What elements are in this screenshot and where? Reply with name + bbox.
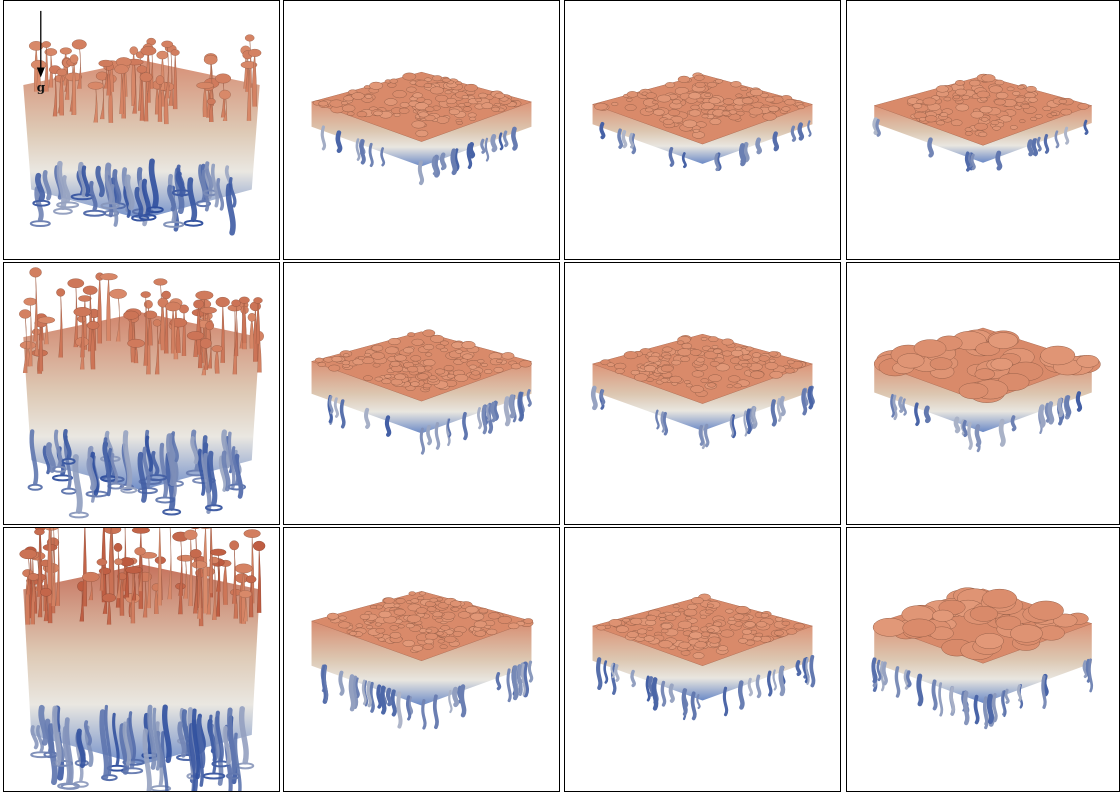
slab-side <box>311 621 532 706</box>
panel-r3-c3 <box>564 527 841 792</box>
panel-r2-c4-render <box>873 327 1101 453</box>
panel-r1-c3-render <box>591 72 814 172</box>
panel-r1-c4 <box>846 0 1120 260</box>
panel-r2-c2-render <box>310 329 533 455</box>
panel-r2-c3-render <box>590 333 815 450</box>
panel-r1-c2 <box>283 0 560 260</box>
panel-r3-c1 <box>3 527 280 792</box>
panel-r1-c4-render <box>872 73 1093 172</box>
gravity-label: g <box>37 80 46 94</box>
panel-r2-c1-render <box>19 267 264 519</box>
panel-r2-c2 <box>283 262 560 525</box>
slab-side <box>311 101 532 167</box>
slab-side <box>874 362 1092 433</box>
panel-r2-c4 <box>846 262 1120 525</box>
panel-r3-c4 <box>846 527 1120 792</box>
panel-r1-c2-render <box>310 71 533 186</box>
panel-r3-c1-render <box>19 528 266 791</box>
panel-r1-c3 <box>564 0 841 260</box>
panel-r3-c4-render <box>871 587 1094 730</box>
slab-side <box>592 104 813 164</box>
panel-r2-c1 <box>3 262 280 525</box>
panel-r3-c2 <box>283 527 560 792</box>
panel-r1-c1: g <box>3 0 280 260</box>
panel-r3-c2-render <box>310 591 534 730</box>
slab-side <box>311 361 532 434</box>
slab-side <box>592 363 813 431</box>
panel-r3-c3-render <box>591 593 816 721</box>
gravity-arrow-head <box>36 67 45 78</box>
panel-r2-c3 <box>564 262 841 525</box>
slab-side <box>874 105 1092 163</box>
slab-side <box>592 626 813 701</box>
panel-r1-c1-render: g <box>23 10 262 236</box>
